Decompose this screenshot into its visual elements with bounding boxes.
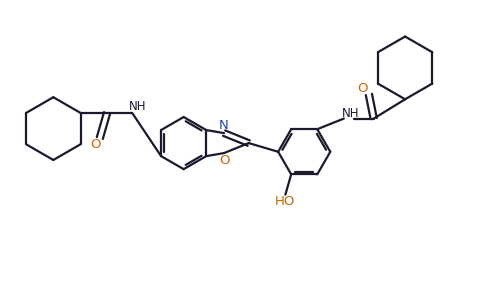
Text: O: O — [357, 82, 368, 95]
Text: NH: NH — [129, 100, 147, 113]
Text: N: N — [219, 119, 229, 132]
Text: HO: HO — [275, 195, 296, 208]
Text: NH: NH — [342, 107, 359, 120]
Text: O: O — [219, 154, 229, 167]
Text: O: O — [91, 138, 101, 151]
